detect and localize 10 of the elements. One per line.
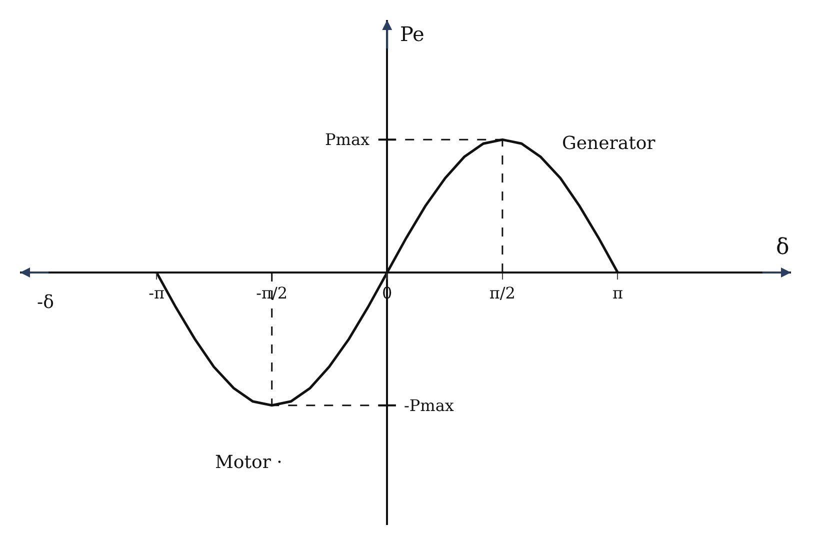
x-axis-title: δ [776,235,790,260]
annotation: -δ [37,292,54,313]
x-tick-label: π/2 [489,284,516,303]
x-tick-label: -π [148,284,165,303]
text: Motor · [215,452,282,473]
y-axis-title: Pe [400,22,424,46]
ref-line-label: -Pmax [404,396,454,415]
x-tick-label: π [612,284,623,303]
annotation: Generator [562,133,656,154]
ref-line-label: Pmax [325,130,370,149]
